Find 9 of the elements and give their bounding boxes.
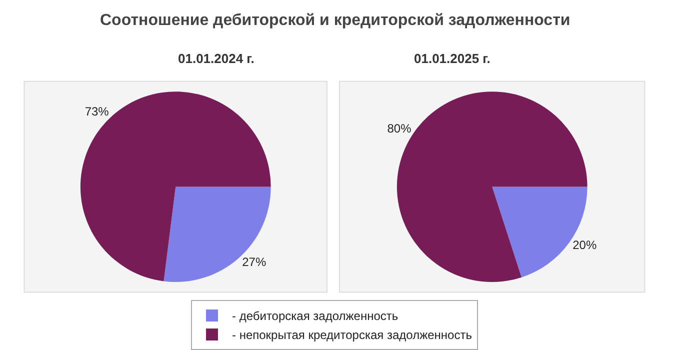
data-label: 73%: [84, 104, 110, 118]
chart-title: Соотношение дебиторской и кредиторской задолженности: [100, 12, 570, 29]
legend-label: - дебиторская задолженность: [232, 309, 398, 324]
legend-label: - непокрытая кредиторская задолженность: [232, 328, 472, 342]
slice-label: 01.01.2025 г.: [414, 51, 490, 66]
data-label: 20%: [572, 238, 597, 252]
data-label: 27%: [242, 255, 266, 270]
slice-label: 01.01.2024 г.: [178, 51, 254, 66]
data-label: 80%: [387, 121, 412, 136]
